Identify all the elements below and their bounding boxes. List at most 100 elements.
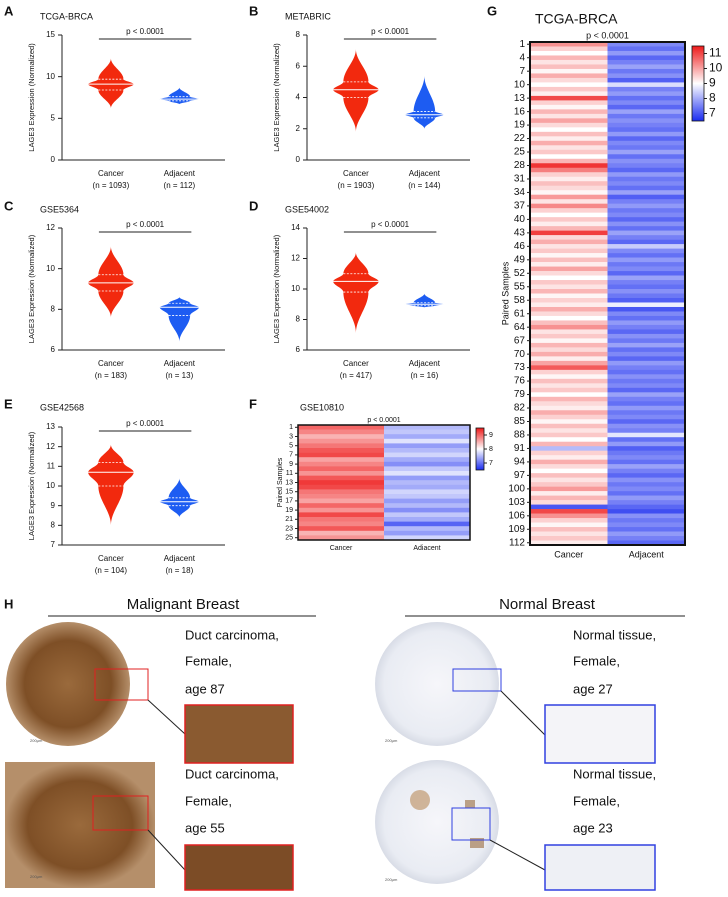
- panel-letter: D: [249, 198, 258, 213]
- y-tick-label: 3: [289, 433, 293, 440]
- caption: age 27: [573, 681, 613, 696]
- y-tick-label: 17: [285, 498, 293, 505]
- heatmap-cell: [298, 494, 385, 499]
- heatmap-cell: [530, 455, 608, 460]
- heatmap-cell: [298, 530, 385, 536]
- heatmap-cell: [530, 500, 608, 505]
- heatmap-cell: [530, 253, 608, 258]
- heatmap-cell: [607, 387, 686, 393]
- y-tick-label: 4: [296, 93, 301, 102]
- heatmap-cell: [607, 423, 686, 429]
- y-tick-label: 70: [514, 349, 526, 360]
- caption: age 23: [573, 820, 613, 835]
- y-axis-label: LAGE3 Expression (Normalized): [27, 431, 36, 540]
- heatmap-cell: [530, 401, 608, 407]
- heatmap-cell: [384, 457, 471, 463]
- heatmap-cell: [530, 208, 608, 213]
- n-label: (n = 18): [165, 566, 193, 575]
- heatmap-cell: [607, 315, 686, 321]
- heatmap-cell: [607, 167, 686, 173]
- heatmap-cell: [530, 495, 608, 501]
- zoom-image: [184, 704, 294, 764]
- heatmap-cell: [530, 266, 608, 272]
- heatmap-cell: [607, 306, 686, 312]
- scale-label: 200µm: [30, 738, 43, 743]
- heatmap-cell: [530, 342, 608, 348]
- heatmap-cell: [607, 82, 686, 88]
- heatmap-cell: [607, 414, 686, 420]
- y-tick-label: 11: [47, 461, 56, 470]
- panel-letter: C: [4, 198, 14, 213]
- heatmap-cell: [530, 432, 608, 438]
- x-tick-label: Adjacent: [629, 549, 665, 559]
- heatmap-cell: [384, 494, 471, 499]
- panel-letter: G: [487, 3, 497, 18]
- heatmap-cell: [298, 434, 385, 440]
- annotation: p < 0.0001: [126, 419, 165, 428]
- y-tick-label: 2: [296, 124, 301, 133]
- y-tick-label: 0: [51, 155, 56, 164]
- heatmap-cell: [607, 185, 686, 191]
- heatmap-cell: [530, 190, 608, 195]
- heatmap-cell: [384, 484, 471, 490]
- heatmap-cell: [607, 347, 686, 353]
- heatmap-cell: [607, 266, 686, 272]
- heatmap-cell: [298, 461, 385, 467]
- heatmap-cell: [607, 518, 686, 523]
- y-tick-label: 1: [519, 39, 525, 50]
- n-label: (n = 13): [165, 371, 193, 380]
- heatmap-cell: [607, 239, 686, 245]
- heatmap-cell: [530, 73, 608, 79]
- heatmap-cell: [530, 360, 608, 366]
- zoom-image: [544, 704, 656, 764]
- heatmap-cell: [530, 212, 608, 218]
- heatmap-cell: [298, 429, 385, 435]
- heatmap-cell: [384, 466, 471, 472]
- heatmap-cell: [607, 86, 686, 92]
- y-axis-label: LAGE3 Expression (Normalized): [272, 43, 281, 152]
- y-tick-label: 12: [291, 254, 300, 263]
- zoom-box: [92, 795, 149, 831]
- y-tick-label: 61: [514, 308, 526, 319]
- heatmap-cell: [530, 140, 608, 146]
- heatmap-cell: [607, 172, 686, 178]
- y-tick-label: 31: [514, 174, 526, 185]
- heatmap-cell: [530, 374, 608, 380]
- heatmap-cell: [298, 425, 385, 430]
- heatmap-cell: [530, 383, 608, 389]
- heatmap-cell: [530, 419, 608, 425]
- heatmap-cell: [607, 59, 686, 65]
- heatmap-cell: [607, 221, 686, 227]
- y-tick-label: 88: [514, 430, 526, 441]
- heatmap-cell: [607, 73, 686, 79]
- heatmap-cell: [607, 374, 686, 380]
- heatmap-cell: [530, 518, 608, 523]
- heatmap-cell: [530, 392, 608, 398]
- x-tick-label: Adjacent: [164, 554, 196, 563]
- heatmap-cell: [298, 466, 385, 472]
- heatmap-cell: [530, 365, 608, 371]
- heatmap-cell: [530, 486, 608, 492]
- heatmap-cell: [607, 190, 686, 195]
- panel-letter: H: [4, 596, 13, 611]
- heatmap-cell: [607, 527, 686, 532]
- heatmap-cell: [384, 517, 471, 522]
- heatmap-cell: [607, 104, 686, 110]
- caption: age 87: [185, 681, 225, 696]
- violin: [88, 444, 134, 526]
- y-tick-label: 67: [514, 335, 526, 346]
- panel-letter: F: [249, 396, 257, 411]
- heatmap-cell: [607, 410, 686, 416]
- heatmap-cell: [607, 253, 686, 258]
- heatmap-cell: [607, 536, 686, 541]
- caption: Female,: [573, 653, 620, 668]
- heatmap-cell: [607, 455, 686, 460]
- chart-title: GSE42568: [40, 402, 84, 412]
- heatmap-cell: [607, 324, 686, 330]
- y-tick-label: 94: [514, 457, 526, 468]
- heatmap-cell: [607, 284, 686, 290]
- n-label: (n = 144): [408, 181, 441, 190]
- heatmap-cell: [607, 365, 686, 371]
- n-label: (n = 104): [95, 566, 128, 575]
